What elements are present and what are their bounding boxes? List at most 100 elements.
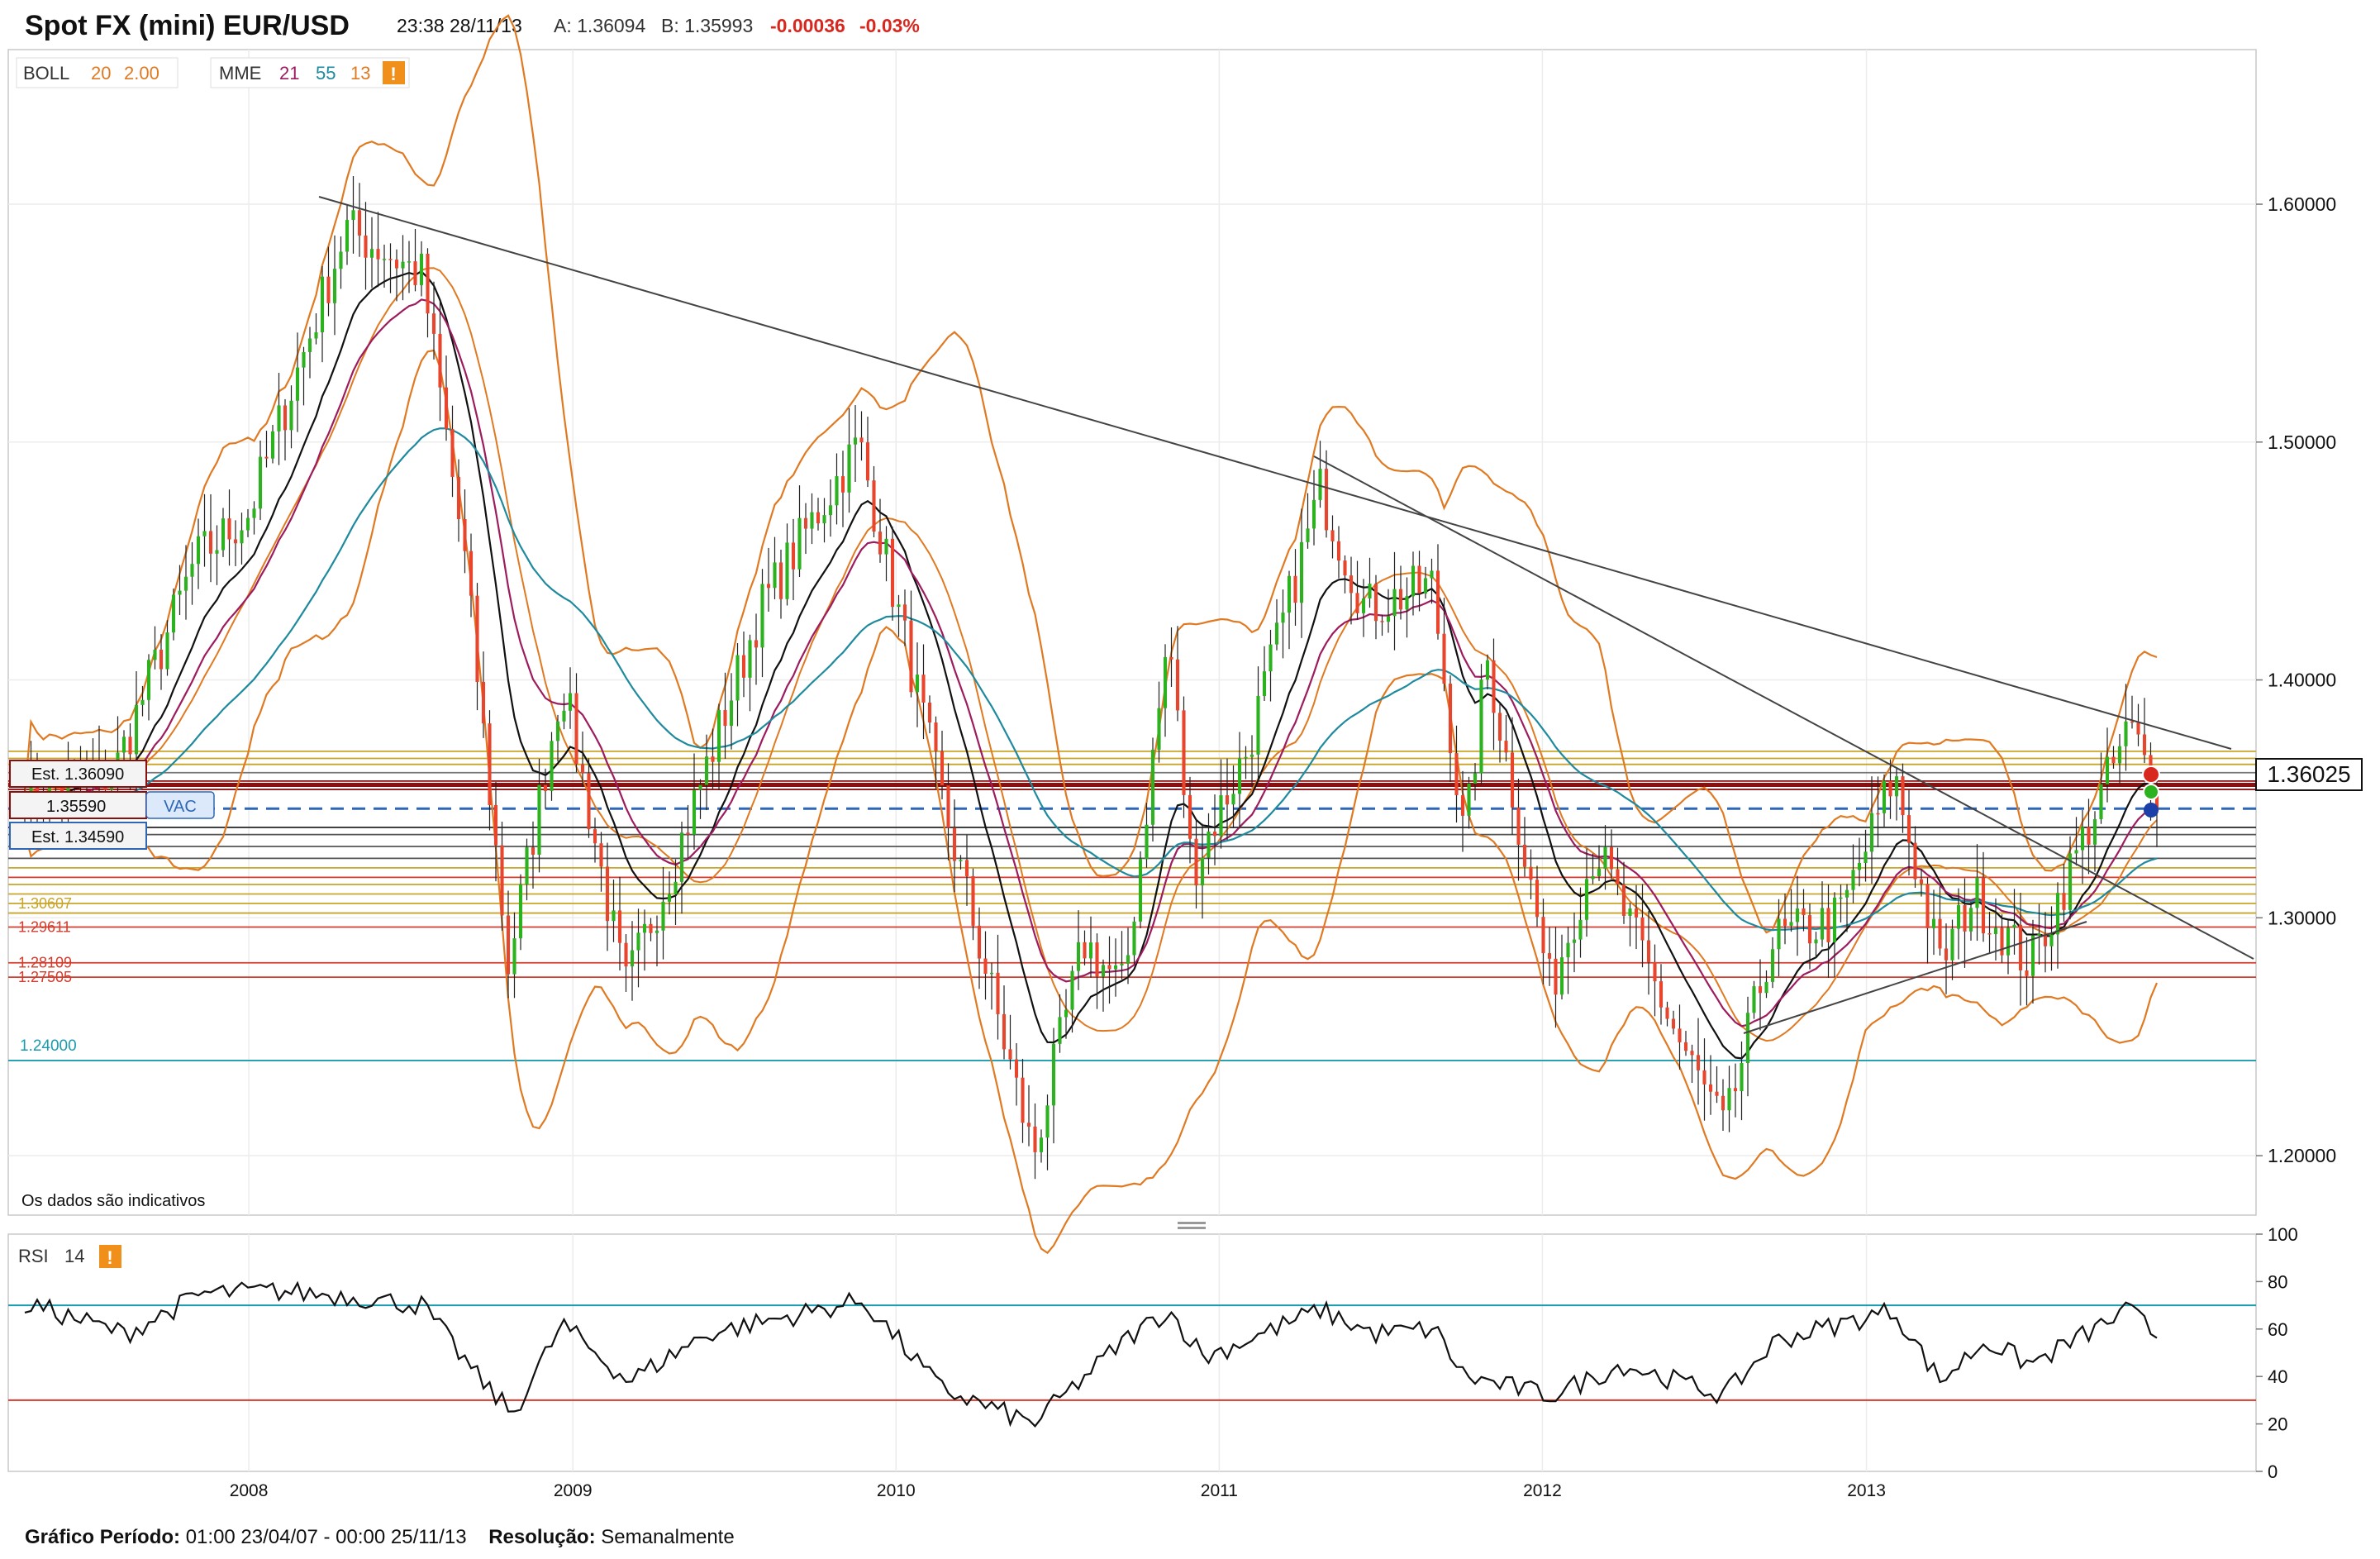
candle-body <box>766 584 771 589</box>
candle-body <box>1640 917 1645 941</box>
candle-body <box>2049 934 2054 946</box>
candle-body <box>1194 838 1198 886</box>
candle-body <box>1373 584 1378 622</box>
candle-body <box>506 915 511 975</box>
candle-body <box>1659 981 1664 1008</box>
candle-body <box>927 702 932 723</box>
candle-body <box>692 789 697 835</box>
quote-datetime: 23:38 28/11/13 <box>397 15 522 36</box>
trend-line-resistance[interactable] <box>318 196 2232 750</box>
candle-body <box>388 259 393 260</box>
candle-body <box>1777 918 1781 950</box>
candle-body <box>1696 1055 1701 1070</box>
y-tick-1.30000: 1.30000 <box>2268 907 2336 928</box>
candle-body <box>2018 924 2023 970</box>
candle-body <box>1256 696 1260 755</box>
candle-body <box>419 253 424 285</box>
candle-body <box>1250 754 1254 757</box>
candle-body <box>1380 621 1384 622</box>
boll-upper-band <box>23 14 2158 934</box>
candle-body <box>134 704 139 755</box>
candle-body <box>1745 1013 1750 1063</box>
candle-body <box>2080 827 2085 851</box>
candle-body <box>295 367 300 401</box>
candle-body <box>1535 880 1540 918</box>
candle-body <box>574 693 578 765</box>
candle-body <box>29 765 33 813</box>
resolution-value: Semanalmente <box>601 1526 735 1548</box>
candlesticks <box>22 176 2159 1180</box>
candle-body <box>221 518 226 551</box>
candle-body <box>735 655 740 701</box>
candle-body <box>1163 656 1168 708</box>
candle-body <box>1609 846 1614 870</box>
y-tick-1.20000: 1.20000 <box>2268 1145 2336 1166</box>
warning-icon[interactable] <box>383 61 405 84</box>
candle-body <box>531 847 536 855</box>
candle-body <box>773 562 777 589</box>
candle-body <box>580 764 585 774</box>
candle-body <box>1132 921 1136 956</box>
candle-body <box>1993 927 1998 935</box>
candle-body <box>1814 939 1818 944</box>
candle-body <box>307 338 312 352</box>
candle-body <box>636 932 640 951</box>
candle-body <box>1262 671 1267 697</box>
rsi-tick-60: 60 <box>2268 1319 2287 1340</box>
boll-legend-name: BOLL <box>23 63 69 83</box>
candle-body <box>654 930 659 933</box>
candle-body <box>1392 589 1397 617</box>
mme-legend-box[interactable] <box>210 57 410 88</box>
est-upper-label: Est. 1.36090 <box>31 765 124 784</box>
candle-body <box>339 251 343 269</box>
candle-body <box>946 785 950 828</box>
candle-body <box>909 620 913 693</box>
panel-resize-handle[interactable] <box>1178 1222 1206 1224</box>
candle-body <box>283 405 288 431</box>
candle-body <box>1076 942 1081 971</box>
candle-body <box>227 518 231 540</box>
candle-body <box>1925 884 1930 928</box>
candle-body <box>803 517 808 529</box>
candle-body <box>1435 570 1440 634</box>
vac-badge[interactable] <box>145 791 215 819</box>
candle-body <box>1293 575 1297 603</box>
candle-body <box>1764 981 1768 994</box>
candle-body <box>1839 897 1843 899</box>
candle-body <box>1008 1049 1012 1060</box>
candle-body <box>537 784 541 855</box>
candle-body <box>778 562 783 599</box>
candle-body <box>128 737 132 755</box>
candle-body <box>959 860 963 861</box>
candle-body <box>208 531 213 554</box>
rsi-warning-icon[interactable] <box>99 1245 121 1268</box>
candle-body <box>1547 953 1552 959</box>
candle-body <box>2006 927 2011 956</box>
candle-body <box>853 437 858 445</box>
candle-body <box>1733 1088 1738 1092</box>
boll-legend-box[interactable] <box>16 57 178 88</box>
trend-line-support[interactable] <box>1743 921 2087 1034</box>
candle-body <box>1919 879 1924 884</box>
marker-blue-dot[interactable] <box>2144 803 2159 818</box>
trend-line-descending[interactable] <box>1313 455 2254 960</box>
candle-body <box>667 894 672 902</box>
candle-body <box>488 723 492 805</box>
candle-body <box>1237 758 1242 794</box>
candle-body <box>456 476 461 520</box>
candle-body <box>698 784 702 790</box>
candle-body <box>1510 752 1515 808</box>
candle-body <box>1088 942 1093 959</box>
marker-green-dot[interactable] <box>2143 784 2159 800</box>
candle-body <box>1882 780 1887 813</box>
candle-body <box>1559 957 1564 995</box>
rsi-axis-ticks: 100 80 60 40 20 0 <box>2256 1224 2298 1482</box>
panel-resize-handle-line[interactable] <box>1178 1227 1206 1229</box>
candle-body <box>1963 904 1967 932</box>
candle-body <box>382 259 387 260</box>
candle-body <box>1690 1051 1694 1056</box>
candle-body <box>630 950 635 967</box>
marker-red-dot[interactable] <box>2142 765 2160 784</box>
trend-lines[interactable] <box>318 196 2254 1034</box>
